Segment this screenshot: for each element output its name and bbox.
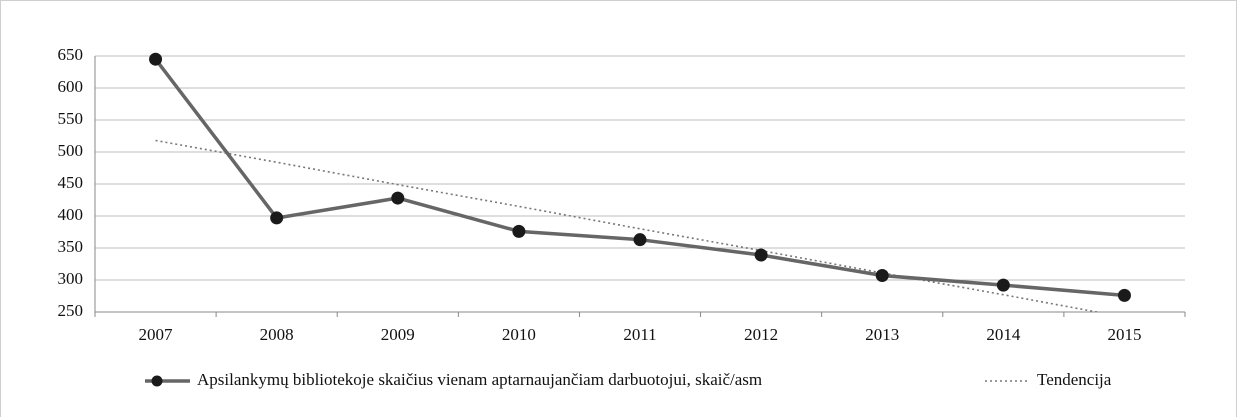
x-tick-label: 2010 <box>502 325 536 344</box>
legend-label: Apsilankymų bibliotekoje skaičius vienam… <box>197 370 762 389</box>
data-point <box>633 233 647 247</box>
legend-marker <box>151 375 163 387</box>
data-point <box>875 269 889 283</box>
data-point <box>391 191 405 205</box>
trend-line <box>155 139 1102 312</box>
data-point <box>270 211 284 225</box>
y-tick-label: 500 <box>58 141 84 160</box>
y-tick-label: 550 <box>58 109 84 128</box>
y-tick-label: 400 <box>58 205 84 224</box>
x-tick-label: 2008 <box>260 325 294 344</box>
y-tick-label: 450 <box>58 173 84 192</box>
plot-area <box>154 58 1125 312</box>
x-tick-label: 2013 <box>865 325 899 344</box>
data-line <box>154 58 1125 298</box>
y-tick-label: 300 <box>58 269 84 288</box>
data-point <box>1117 288 1131 302</box>
x-tick-label: 2011 <box>623 325 656 344</box>
y-tick-label: 250 <box>58 301 84 320</box>
x-tick-label: 2009 <box>381 325 415 344</box>
x-tick-label: 2014 <box>986 325 1021 344</box>
legend-label: Tendencija <box>1037 370 1112 389</box>
y-tick-label: 650 <box>58 45 84 64</box>
y-tick-label: 600 <box>58 77 84 96</box>
data-point <box>512 224 526 238</box>
x-tick-label: 2012 <box>744 325 778 344</box>
data-point <box>996 278 1010 292</box>
data-point <box>149 52 163 66</box>
y-tick-label: 350 <box>58 237 84 256</box>
x-tick-label: 2007 <box>139 325 174 344</box>
data-point <box>754 248 768 262</box>
x-tick-label: 2015 <box>1107 325 1141 344</box>
